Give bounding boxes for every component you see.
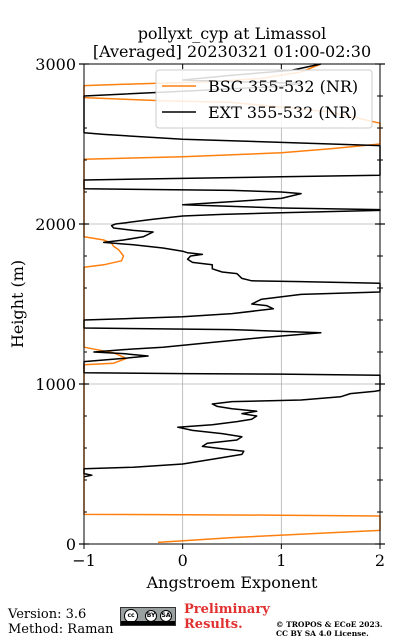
x-tick-label-3: 2 <box>375 551 385 570</box>
version-text: Version: 3.6 <box>8 607 87 622</box>
y-tick-label-1: 1000 <box>35 375 76 394</box>
x-tick-label-2: 1 <box>276 551 286 570</box>
x-tick-label-1: 0 <box>178 551 188 570</box>
preliminary-notice: Preliminary Results. <box>184 602 270 632</box>
copyright-line-1: © TROPOS & ECoE 2023. <box>276 620 383 629</box>
y-tick-label-2: 2000 <box>35 215 76 234</box>
x-axis-label: Angstroem Exponent <box>146 573 318 592</box>
legend-label-ext: EXT 355-532 (NR) <box>208 103 357 122</box>
method-text: Method: Raman <box>8 622 114 637</box>
copyright-line-2: CC BY SA 4.0 License. <box>276 629 369 638</box>
plot-frame <box>83 63 381 545</box>
series-layer <box>83 63 381 544</box>
x-tick-label-0: −1 <box>72 551 96 570</box>
y-tick-label-3: 3000 <box>35 55 76 74</box>
badge-strip <box>121 621 175 625</box>
legend: BSC 355-532 (NR) EXT 355-532 (NR) <box>155 69 373 129</box>
preliminary-line-2: Results. <box>184 617 243 632</box>
chart-subtitle: [Averaged] 20230321 01:00-02:30 <box>93 42 371 61</box>
y-axis-label: Height (m) <box>8 260 27 348</box>
legend-label-bsc: BSC 355-532 (NR) <box>208 77 358 96</box>
copyright-notice: © TROPOS & ECoE 2023. CC BY SA 4.0 Licen… <box>276 620 383 638</box>
chart-title: pollyxt_cyp at Limassol <box>138 24 327 43</box>
preliminary-line-1: Preliminary <box>184 602 270 617</box>
cc-by-sa-badge: cc BY SA <box>120 607 176 626</box>
legend-box <box>155 69 373 129</box>
y-tick-label-0: 0 <box>66 535 76 554</box>
series-line-1 <box>83 63 381 478</box>
